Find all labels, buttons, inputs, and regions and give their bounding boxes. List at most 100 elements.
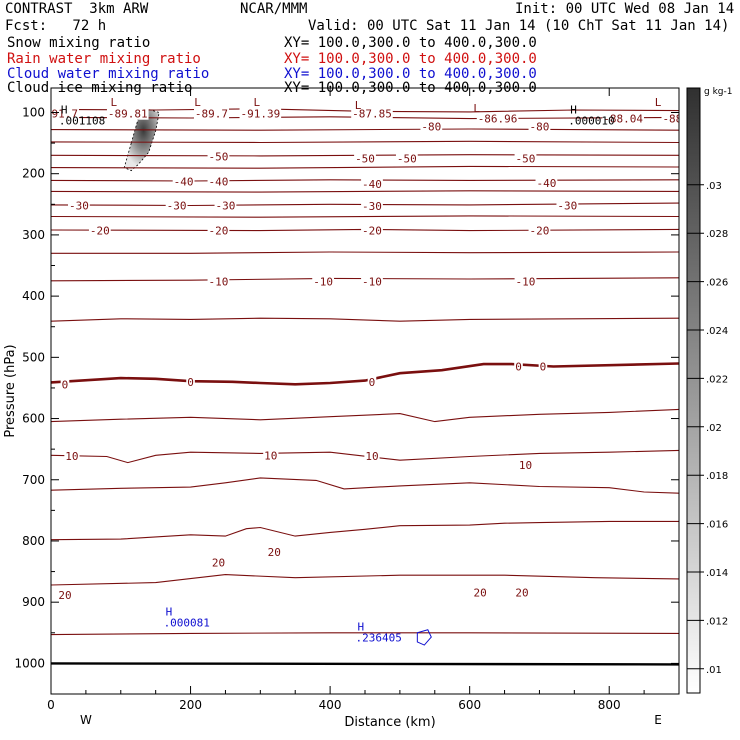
colorbar-units: g kg-1 xyxy=(704,87,732,97)
forecast-hour: Fcst: 72 h xyxy=(5,18,107,34)
contour-label: -10 xyxy=(209,275,229,288)
contour-label: 20 xyxy=(268,546,281,559)
contour-label: -40 xyxy=(362,178,382,191)
contour-label: -20 xyxy=(209,225,229,238)
contour-label: 10 xyxy=(519,459,532,472)
contour-label: -40 xyxy=(174,176,194,189)
min-value-label: -86.96 xyxy=(478,113,518,126)
legend-cloud-water-label: Cloud water mixing ratio xyxy=(7,66,210,82)
min-value-label: -91.39 xyxy=(240,108,280,121)
min-value-label: -89.7 xyxy=(195,108,228,121)
x-tick-label: 400 xyxy=(319,698,342,712)
contour-label: 20 xyxy=(474,586,487,599)
colorbar-tick-label: .028 xyxy=(706,229,728,240)
legend-cloud-water-xy: XY= 100.0,300.0 to 400.0,300.0 xyxy=(284,66,537,82)
contour-label: 20 xyxy=(515,586,528,599)
contour-label: -50 xyxy=(516,152,536,165)
y-axis-title: Pressure (hPa) xyxy=(3,344,18,437)
y-tick-label: 900 xyxy=(22,595,45,609)
low-marker: L xyxy=(473,102,480,115)
y-tick-label: 600 xyxy=(22,412,45,426)
contour-label: -10 xyxy=(516,275,536,288)
colorbar-tick-label: .024 xyxy=(706,326,728,337)
contour-label: -30 xyxy=(362,200,382,213)
y-tick-label: 1000 xyxy=(14,656,45,670)
temperature-contour-15 xyxy=(51,477,679,494)
high-value-label: .000010 xyxy=(568,114,614,127)
high-value-label: .000081 xyxy=(164,616,210,629)
contour-label: 0 xyxy=(515,361,522,374)
contour-label: -40 xyxy=(536,177,556,190)
contour-label: 20 xyxy=(212,556,225,569)
high-marker: H xyxy=(357,621,364,634)
temperature-contour--15 xyxy=(51,251,679,254)
init-time: Init: 00 UTC Wed 08 Jan 14 xyxy=(515,1,735,17)
contour-label: -30 xyxy=(216,200,236,213)
temperature-contour--35 xyxy=(51,190,679,193)
legend-snow-label: Snow mixing ratio xyxy=(7,35,151,51)
temperature-contour-30 xyxy=(51,632,679,636)
contour-label: 0 xyxy=(540,361,547,374)
contour-label: -30 xyxy=(557,200,577,213)
temperature-contour-5 xyxy=(51,408,679,423)
min-value-label: -88.6 xyxy=(662,113,695,126)
org-label: NCAR/MMM xyxy=(240,1,308,17)
min-value-label: -88.04 xyxy=(603,113,643,126)
temperature-contour-0 xyxy=(51,362,679,386)
contour-label: 0 xyxy=(369,376,376,389)
colorbar-tick-label: .014 xyxy=(706,568,728,579)
high-value-label: .001108 xyxy=(59,114,105,127)
high-marker: H xyxy=(570,103,577,116)
legend-snow-xy: XY= 100.0,300.0 to 400.0,300.0 xyxy=(284,35,537,51)
temperature-contour-25 xyxy=(51,574,679,586)
contour-label: -20 xyxy=(530,225,550,238)
y-tick-label: 400 xyxy=(22,289,45,303)
contour-label: 10 xyxy=(365,450,378,463)
contour-label: -50 xyxy=(397,152,417,165)
surface-line xyxy=(51,662,679,666)
contour-label: -30 xyxy=(167,200,187,213)
contour-label: -40 xyxy=(209,176,229,189)
min-value-label: -80 xyxy=(421,121,441,134)
y-tick-label: 100 xyxy=(22,105,45,119)
low-marker: L xyxy=(355,99,362,112)
x-tick-label: 800 xyxy=(598,698,621,712)
contour-label: 0 xyxy=(62,378,69,391)
temperature-contour-20 xyxy=(51,520,679,541)
x-end-label-east: E xyxy=(654,713,662,727)
contour-label: 10 xyxy=(264,449,277,462)
low-marker: L xyxy=(194,96,201,109)
contour-label: 10 xyxy=(65,450,78,463)
colorbar-tick-label: .02 xyxy=(706,423,722,434)
contour-label: -10 xyxy=(313,275,333,288)
colorbar-tick-label: .03 xyxy=(706,181,722,192)
low-marker: L xyxy=(110,96,117,109)
y-tick-label: 800 xyxy=(22,534,45,548)
high-marker: H xyxy=(166,605,173,618)
legend-rain-xy: XY= 100.0,300.0 to 400.0,300.0 xyxy=(284,51,537,67)
contour-label: -20 xyxy=(362,225,382,238)
contour-label: 0 xyxy=(187,376,194,389)
colorbar-tick-label: .022 xyxy=(706,374,728,385)
colorbar xyxy=(686,87,701,694)
temperature-contour--55 xyxy=(51,140,679,144)
high-marker: H xyxy=(61,103,68,116)
low-marker: L xyxy=(655,96,662,109)
temperature-contour--30 xyxy=(51,202,679,207)
contour-label: 20 xyxy=(58,589,71,602)
y-tick-label: 300 xyxy=(22,228,45,242)
contour-label: -20 xyxy=(90,225,110,238)
contour-label: -10 xyxy=(362,275,382,288)
colorbar-tick-label: .01 xyxy=(706,665,722,676)
x-axis-title: Distance (km) xyxy=(344,715,435,730)
x-tick-label: 600 xyxy=(458,698,481,712)
temperature-contour-10 xyxy=(51,449,679,464)
cloud-water-contour xyxy=(416,629,432,646)
temperature-contour--45 xyxy=(51,165,679,169)
valid-time: Valid: 00 UTC Sat 11 Jan 14 (10 ChT Sat … xyxy=(308,18,730,34)
model-title: CONTRAST 3km ARW xyxy=(5,1,149,17)
low-marker: L xyxy=(254,96,261,109)
contour-label: -50 xyxy=(355,152,375,165)
contour-label: -30 xyxy=(69,200,89,213)
